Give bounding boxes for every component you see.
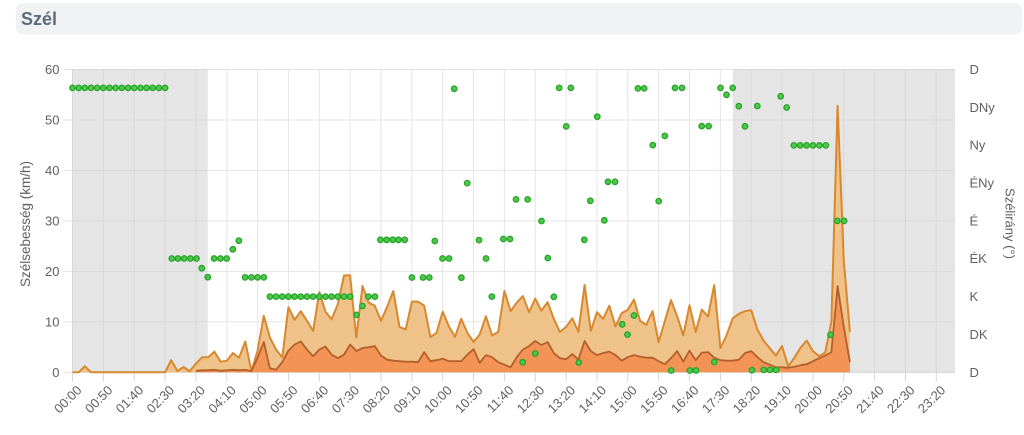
svg-text:D: D xyxy=(970,62,979,77)
svg-text:Szél: Szél xyxy=(21,9,57,29)
svg-text:03:20: 03:20 xyxy=(174,383,208,417)
svg-text:60: 60 xyxy=(45,62,59,77)
svg-text:20:50: 20:50 xyxy=(822,383,856,417)
svg-text:15:50: 15:50 xyxy=(637,383,671,417)
svg-text:19:10: 19:10 xyxy=(761,383,795,417)
svg-text:DK: DK xyxy=(970,327,988,342)
svg-text:23:20: 23:20 xyxy=(915,383,949,417)
svg-text:00:00: 00:00 xyxy=(51,383,85,417)
svg-text:ÉNy: ÉNy xyxy=(970,176,995,191)
svg-text:07:30: 07:30 xyxy=(329,383,363,417)
svg-text:10:50: 10:50 xyxy=(452,383,486,417)
svg-text:16:40: 16:40 xyxy=(668,383,702,417)
svg-text:21:40: 21:40 xyxy=(853,383,887,417)
svg-text:20:00: 20:00 xyxy=(791,383,825,417)
svg-text:DNy: DNy xyxy=(970,100,996,115)
svg-text:10:00: 10:00 xyxy=(421,383,455,417)
svg-text:12:30: 12:30 xyxy=(514,383,548,417)
svg-text:08:20: 08:20 xyxy=(360,383,394,417)
svg-text:10: 10 xyxy=(45,314,59,329)
svg-text:15:00: 15:00 xyxy=(606,383,640,417)
svg-text:04:10: 04:10 xyxy=(205,383,239,417)
svg-text:05:50: 05:50 xyxy=(267,383,301,417)
svg-text:22:30: 22:30 xyxy=(884,383,918,417)
svg-text:50: 50 xyxy=(45,113,59,128)
svg-text:20: 20 xyxy=(45,264,59,279)
svg-text:09:10: 09:10 xyxy=(390,383,424,417)
svg-text:00:50: 00:50 xyxy=(82,383,116,417)
svg-text:Ny: Ny xyxy=(970,138,986,153)
svg-text:D: D xyxy=(970,365,979,380)
svg-text:18:20: 18:20 xyxy=(730,383,764,417)
svg-text:14:10: 14:10 xyxy=(575,383,609,417)
svg-text:01:40: 01:40 xyxy=(113,383,147,417)
svg-text:ÉK: ÉK xyxy=(970,251,988,266)
svg-text:06:40: 06:40 xyxy=(298,383,332,417)
svg-text:13:20: 13:20 xyxy=(545,383,579,417)
svg-text:30: 30 xyxy=(45,213,59,228)
svg-text:17:30: 17:30 xyxy=(699,383,733,417)
svg-text:05:00: 05:00 xyxy=(236,383,270,417)
svg-text:02:30: 02:30 xyxy=(144,383,178,417)
svg-text:K: K xyxy=(970,289,979,304)
svg-text:11:40: 11:40 xyxy=(484,383,517,416)
svg-text:É: É xyxy=(970,213,979,228)
svg-text:Szélsebesség (km/h): Szélsebesség (km/h) xyxy=(18,161,33,287)
svg-text:40: 40 xyxy=(45,163,59,178)
svg-text:Szélirány (°): Szélirány (°) xyxy=(1003,188,1018,259)
svg-text:0: 0 xyxy=(52,365,59,380)
